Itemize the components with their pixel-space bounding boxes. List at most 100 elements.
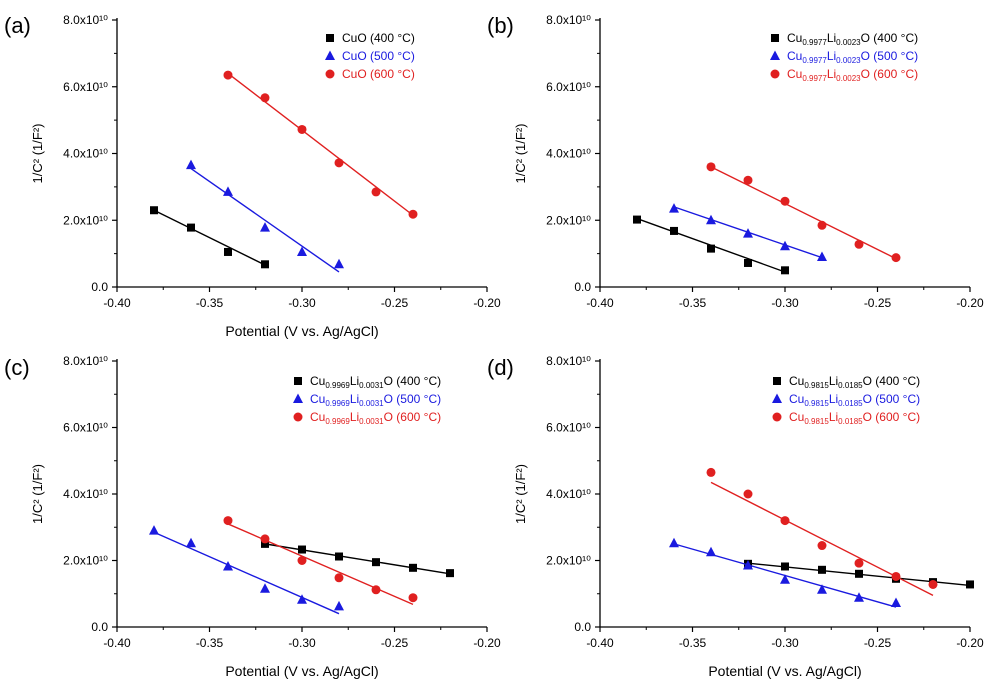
y-tick-label: 8.0x10¹⁰ <box>546 354 591 368</box>
chart-panel-2: (b) -0.40 -0.35 -0.30 -0.25 -0.20 0.0 2.0x10¹⁰ 4… <box>487 13 984 310</box>
x-tick-label: -0.35 <box>196 296 224 310</box>
x-tick-label: -0.20 <box>473 296 501 310</box>
data-point <box>297 556 307 565</box>
data-point <box>334 258 344 269</box>
data-point <box>781 562 789 571</box>
x-tick-label: -0.25 <box>381 636 409 650</box>
y-tick-label: 2.0x10¹⁰ <box>546 213 591 227</box>
legend-label: Cu0.9815Li0.0185O (500 °C) <box>789 392 920 408</box>
data-point <box>780 516 790 526</box>
fit-line <box>153 531 340 615</box>
data-point <box>855 569 863 578</box>
data-point <box>187 223 195 232</box>
data-point <box>670 226 678 235</box>
data-point <box>781 266 789 275</box>
x-tick-label: -0.40 <box>586 636 614 650</box>
data-point <box>743 228 753 238</box>
data-point <box>669 537 679 548</box>
panel-label: (d) <box>487 355 514 380</box>
data-point <box>744 258 752 267</box>
data-point <box>891 571 901 581</box>
data-point <box>260 534 270 544</box>
legend-marker <box>325 69 335 79</box>
y-tick-label: 4.0x10¹⁰ <box>546 487 591 501</box>
y-tick-label: 6.0x10¹⁰ <box>546 80 591 94</box>
data-point <box>891 597 901 608</box>
data-point <box>149 525 159 535</box>
data-point <box>297 124 307 134</box>
y-axis-label: 1/C² (1/F²) <box>513 464 528 524</box>
data-point <box>408 593 418 603</box>
data-point <box>186 537 196 548</box>
x-axis-label: Potential (V vs. Ag/AgCl) <box>708 663 861 679</box>
data-point <box>223 186 233 196</box>
legend-label: Cu0.9815Li0.0185O (600 °C) <box>789 410 920 426</box>
data-point <box>743 175 753 185</box>
y-tick-label: 0.0 <box>91 620 108 634</box>
data-point <box>780 574 790 584</box>
data-point <box>298 545 306 554</box>
series-1 <box>261 539 454 578</box>
data-point <box>224 247 232 256</box>
legend-marker <box>771 34 779 42</box>
x-tick-label: -0.30 <box>771 636 799 650</box>
legend-label: CuO (500 °C) <box>342 49 415 63</box>
data-point <box>261 539 269 548</box>
legend-marker <box>772 393 782 403</box>
x-tick-label: -0.20 <box>473 636 501 650</box>
data-point <box>334 600 344 611</box>
x-tick-label: -0.25 <box>864 636 892 650</box>
series-2 <box>669 537 901 608</box>
y-tick-label: 4.0x10¹⁰ <box>63 487 108 501</box>
data-point <box>223 560 233 571</box>
fit-line <box>710 166 897 260</box>
y-axis-label: 1/C² (1/F²) <box>30 124 45 184</box>
y-tick-label: 2.0x10¹⁰ <box>63 213 108 227</box>
data-point <box>743 559 753 570</box>
data-point <box>150 206 158 215</box>
series-3 <box>223 70 418 219</box>
panel-label: (c) <box>4 355 30 380</box>
data-point <box>854 558 864 568</box>
data-point <box>633 215 641 224</box>
fit-line <box>153 209 266 266</box>
data-point <box>817 584 827 594</box>
legend: Cu0.9977Li0.0023O (400 °C) Cu0.9977Li0.00… <box>770 31 918 83</box>
data-point <box>706 162 716 172</box>
y-tick-label: 6.0x10¹⁰ <box>63 421 108 435</box>
data-point <box>928 579 938 589</box>
legend-label: Cu0.9977Li0.0023O (500 °C) <box>787 49 918 65</box>
x-tick-label: -0.20 <box>956 296 984 310</box>
series-3 <box>706 162 901 263</box>
data-point <box>260 583 270 593</box>
data-point <box>446 569 454 578</box>
legend-marker <box>325 50 335 60</box>
data-point <box>669 203 679 213</box>
data-point <box>780 240 790 251</box>
legend-label: CuO (600 °C) <box>342 67 415 81</box>
y-tick-label: 2.0x10¹⁰ <box>63 554 108 568</box>
legend-label: Cu0.9977Li0.0023O (400 °C) <box>787 31 918 47</box>
legend-marker <box>770 50 780 60</box>
x-tick-label: -0.25 <box>864 296 892 310</box>
legend-label: Cu0.9969Li0.0031O (600 °C) <box>310 410 441 426</box>
data-point <box>371 187 381 197</box>
data-point <box>372 558 380 567</box>
y-axis-label: 1/C² (1/F²) <box>30 464 45 524</box>
x-tick-label: -0.30 <box>288 296 316 310</box>
data-point <box>408 209 418 219</box>
x-axis-label: Potential (V vs. Ag/AgCl) <box>225 663 378 679</box>
y-tick-label: 0.0 <box>574 620 591 634</box>
legend-marker <box>294 377 302 385</box>
data-point <box>260 222 270 232</box>
y-tick-label: 4.0x10¹⁰ <box>63 147 108 161</box>
legend-label: Cu0.9969Li0.0031O (400 °C) <box>310 374 441 390</box>
series-2 <box>669 203 827 261</box>
legend-label: Cu0.9977Li0.0023O (600 °C) <box>787 67 918 83</box>
data-point <box>335 552 343 561</box>
y-tick-label: 8.0x10¹⁰ <box>63 354 108 368</box>
x-tick-label: -0.35 <box>679 636 707 650</box>
data-point <box>186 159 196 170</box>
chart-panel-1: (a) -0.40 -0.35 -0.30 -0.25 -0.20 0.0 2.0x10¹⁰ 4… <box>4 13 501 339</box>
